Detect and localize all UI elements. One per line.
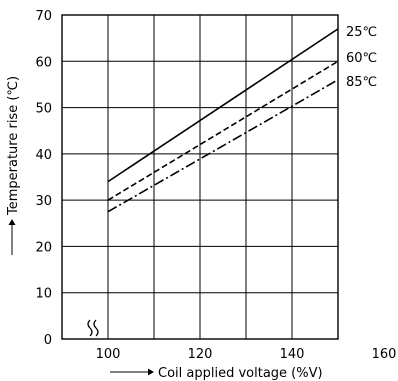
tick-labels: 0 10 20 30 40 50 60 70 100 120 140 160 xyxy=(35,9,396,362)
grid-lines xyxy=(61,14,339,340)
series-label: 25℃ xyxy=(346,25,377,40)
plot-frame xyxy=(61,14,339,340)
y-axis-label: Temperature rise (℃) xyxy=(6,76,21,216)
y-tick-label: 60 xyxy=(35,55,52,70)
y-tick-label: 30 xyxy=(35,194,52,209)
axis-break-icon xyxy=(87,319,99,337)
y-tick-label: 50 xyxy=(35,102,52,117)
y-axis-title: Temperature rise (℃) xyxy=(6,76,21,255)
x-axis-title: Coil applied voltage (%V) xyxy=(110,366,323,381)
x-tick-label: 120 xyxy=(188,347,213,362)
series-label: 60℃ xyxy=(346,51,377,66)
x-tick-label: 100 xyxy=(96,347,121,362)
y-tick-label: 20 xyxy=(35,240,52,255)
y-tick-label: 0 xyxy=(44,333,52,348)
x-tick-label: 140 xyxy=(280,347,305,362)
x-axis-label: Coil applied voltage (%V) xyxy=(158,366,323,381)
series-labels: 25℃ 60℃ 85℃ xyxy=(346,25,377,90)
x-tick-label: 160 xyxy=(372,347,397,362)
series-layer xyxy=(107,28,339,213)
series-line xyxy=(107,79,339,213)
series-line xyxy=(107,28,339,183)
plot-border xyxy=(61,14,339,340)
y-tick-label: 10 xyxy=(35,287,52,302)
y-tick-label: 40 xyxy=(35,148,52,163)
y-tick-label: 70 xyxy=(35,9,52,24)
series-label: 85℃ xyxy=(346,75,377,90)
series-line xyxy=(107,60,339,201)
